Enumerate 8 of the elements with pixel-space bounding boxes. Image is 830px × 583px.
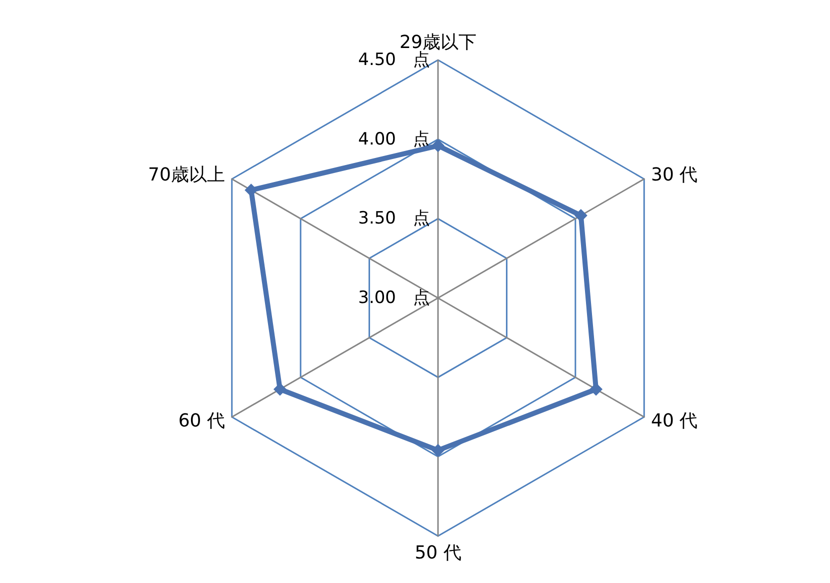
spoke-label: 50 代 xyxy=(414,542,462,564)
y-tick-label: 3.50 点 xyxy=(358,208,430,229)
spoke-label: 40 代 xyxy=(651,410,698,432)
y-tick-label: 4.00 点 xyxy=(358,129,430,150)
spoke-label: 30 代 xyxy=(651,164,698,186)
spoke-label: 60 代 xyxy=(178,410,225,432)
spoke-label: 70歳以上 xyxy=(148,164,225,186)
y-tick-label: 4.50 点 xyxy=(358,50,430,70)
